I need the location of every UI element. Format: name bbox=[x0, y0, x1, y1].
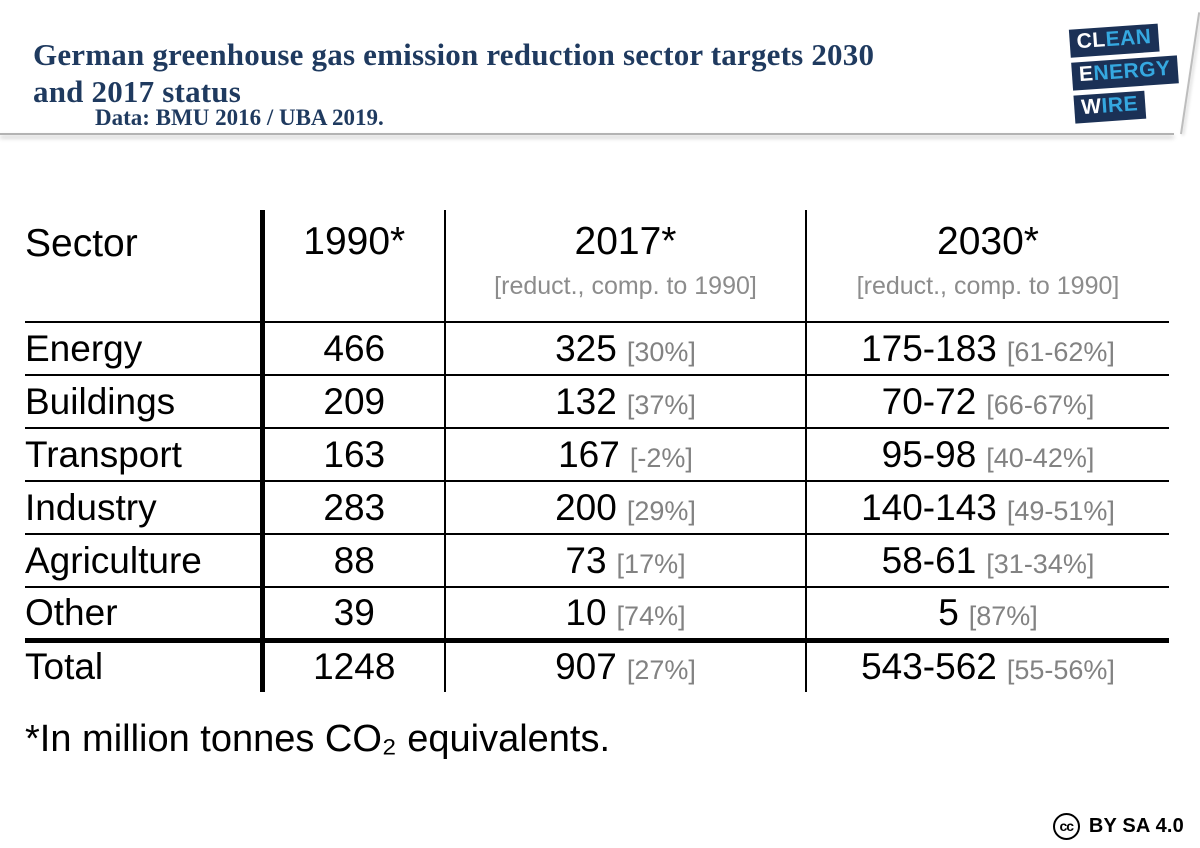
value-1990: 209 bbox=[262, 374, 446, 428]
value-2030: 95-98 bbox=[881, 433, 977, 475]
clean-energy-wire-logo: CLEAN ENERGY WIRE bbox=[1068, 22, 1181, 124]
sector-label: Other bbox=[25, 586, 265, 640]
reduction-2017: [37%] bbox=[626, 389, 696, 420]
column-header-2030-sub: [reduct., comp. to 1990] bbox=[856, 272, 1120, 300]
cell-2030: 95-98 [40-42%] bbox=[806, 427, 1169, 481]
cell-2017: 10 [74%] bbox=[445, 586, 807, 640]
value-2017: 200 bbox=[555, 486, 617, 528]
value-2030: 58-61 bbox=[881, 539, 977, 581]
table-row-energy: Energy 466 325 [30%] 175-183 [61-62%] bbox=[25, 321, 1169, 375]
sector-label: Agriculture bbox=[25, 533, 265, 587]
value-2030: 5 bbox=[938, 591, 959, 633]
license-label: BY SA 4.0 bbox=[1088, 815, 1184, 837]
cell-2030: 543-562 [55-56%] bbox=[806, 637, 1169, 692]
cell-2017: 132 [37%] bbox=[445, 374, 807, 428]
page-title-line2: and 2017 status bbox=[33, 74, 241, 109]
cell-2030: 140-143 [49-51%] bbox=[806, 480, 1169, 534]
value-1990: 163 bbox=[262, 427, 446, 481]
logo-white-text: E bbox=[1078, 62, 1095, 87]
table-header-row: Sector 1990* 2017* [reduct., comp. to 19… bbox=[25, 210, 1169, 322]
cell-2030: 70-72 [66-67%] bbox=[806, 374, 1169, 428]
column-header-2017: 2017* [reduct., comp. to 1990] bbox=[445, 210, 807, 322]
value-1990: 283 bbox=[262, 480, 446, 534]
value-1990: 39 bbox=[262, 586, 446, 640]
value-2030: 543-562 bbox=[861, 646, 997, 688]
reduction-2017: [-2%] bbox=[629, 442, 693, 473]
reduction-2017: [27%] bbox=[626, 655, 696, 686]
reduction-2017: [30%] bbox=[626, 336, 696, 367]
sector-label: Buildings bbox=[25, 374, 265, 428]
cell-2030: 175-183 [61-62%] bbox=[806, 321, 1169, 375]
sector-label: Industry bbox=[25, 480, 265, 534]
logo-white-text: CL bbox=[1075, 28, 1107, 54]
column-header-2030-year: 2030* bbox=[937, 220, 1039, 263]
reduction-2030: [87%] bbox=[968, 600, 1038, 631]
logo-blue-text: EAN bbox=[1104, 25, 1153, 52]
value-1990: 466 bbox=[262, 321, 446, 375]
emissions-table: Sector 1990* 2017* [reduct., comp. to 19… bbox=[25, 210, 1169, 692]
value-2017: 167 bbox=[558, 433, 620, 475]
value-2017: 325 bbox=[555, 327, 617, 369]
cell-2030: 5 [87%] bbox=[806, 586, 1169, 640]
reduction-2030: [66-67%] bbox=[986, 389, 1095, 420]
cell-2017: 200 [29%] bbox=[445, 480, 807, 534]
header-diagonal-edge bbox=[1180, 12, 1200, 135]
table-row-other: Other 39 10 [74%] 5 [87%] bbox=[25, 586, 1169, 640]
value-2017: 73 bbox=[565, 539, 607, 581]
page-title-line1: German greenhouse gas emission reduction… bbox=[33, 37, 875, 72]
license-badge: cc BY SA 4.0 bbox=[1052, 813, 1184, 840]
cell-2030: 58-61 [31-34%] bbox=[806, 533, 1169, 587]
reduction-2017: [74%] bbox=[616, 600, 686, 631]
logo-blue-text: IRE bbox=[1100, 92, 1139, 118]
reduction-2017: [29%] bbox=[626, 495, 696, 526]
table-row-transport: Transport 163 167 [-2%] 95-98 [40-42%] bbox=[25, 427, 1169, 481]
logo-line-energy: ENERGY bbox=[1071, 55, 1179, 91]
value-1990: 88 bbox=[262, 533, 446, 587]
table-row-industry: Industry 283 200 [29%] 140-143 [49-51%] bbox=[25, 480, 1169, 534]
logo-white-text: W bbox=[1080, 94, 1103, 120]
sector-label: Transport bbox=[25, 427, 265, 481]
value-2017: 907 bbox=[555, 646, 617, 688]
logo-line-clean: CLEAN bbox=[1068, 23, 1160, 58]
column-header-2030: 2030* [reduct., comp. to 1990] bbox=[806, 210, 1169, 322]
header-band: German greenhouse gas emission reduction… bbox=[0, 0, 1200, 135]
column-header-1990: 1990* bbox=[262, 210, 446, 322]
column-header-2017-year: 2017* bbox=[574, 220, 677, 263]
logo-line-wire: WIRE bbox=[1073, 90, 1147, 124]
reduction-2030: [55-56%] bbox=[1006, 655, 1115, 686]
table-row-total: Total 1248 907 [27%] 543-562 [55-56%] bbox=[25, 637, 1169, 692]
sector-label: Energy bbox=[25, 321, 265, 375]
reduction-2030: [40-42%] bbox=[986, 442, 1095, 473]
cell-2017: 325 [30%] bbox=[445, 321, 807, 375]
logo-blue-text: NERGY bbox=[1092, 56, 1172, 86]
column-header-sector: Sector bbox=[25, 210, 265, 322]
value-2017: 132 bbox=[555, 380, 617, 422]
page-title: German greenhouse gas emission reduction… bbox=[33, 36, 1093, 110]
value-1990: 1248 bbox=[262, 637, 446, 692]
table-row-agriculture: Agriculture 88 73 [17%] 58-61 [31-34%] bbox=[25, 533, 1169, 587]
value-2030: 70-72 bbox=[881, 380, 977, 422]
table-row-buildings: Buildings 209 132 [37%] 70-72 [66-67%] bbox=[25, 374, 1169, 428]
data-source-subtitle: Data: BMU 2016 / UBA 2019. bbox=[95, 105, 384, 130]
column-header-2017-sub: [reduct., comp. to 1990] bbox=[494, 272, 757, 300]
sector-label: Total bbox=[25, 637, 265, 692]
cell-2017: 907 [27%] bbox=[445, 637, 807, 692]
value-2030: 140-143 bbox=[861, 486, 997, 528]
reduction-2030: [31-34%] bbox=[986, 548, 1095, 579]
value-2017: 10 bbox=[565, 591, 607, 633]
creative-commons-icon: cc bbox=[1052, 813, 1080, 840]
header-divider-line bbox=[0, 133, 1174, 135]
cell-2017: 73 [17%] bbox=[445, 533, 807, 587]
reduction-2017: [17%] bbox=[616, 548, 686, 579]
value-2030: 175-183 bbox=[861, 327, 997, 369]
cell-2017: 167 [-2%] bbox=[445, 427, 807, 481]
reduction-2030: [61-62%] bbox=[1006, 336, 1115, 367]
units-footnote: *In million tonnes CO₂ equivalents. bbox=[25, 718, 611, 760]
reduction-2030: [49-51%] bbox=[1006, 495, 1115, 526]
